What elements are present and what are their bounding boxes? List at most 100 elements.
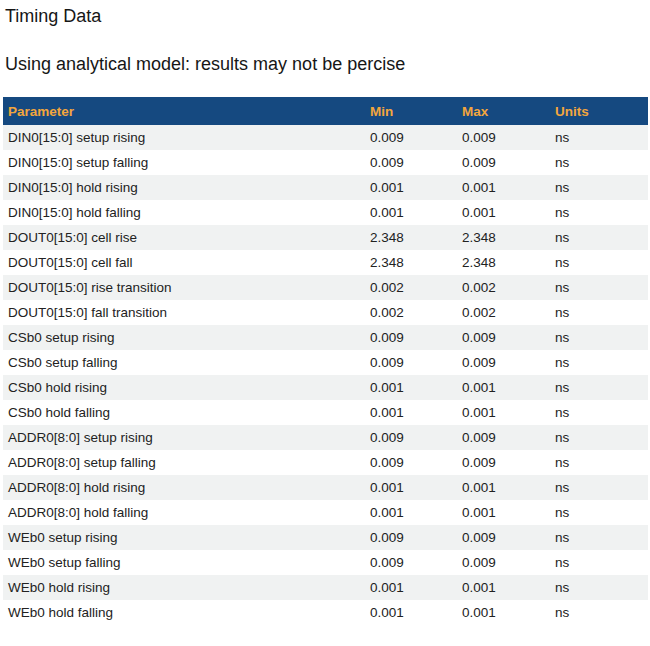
table-row: ADDR0[8:0] setup rising 0.009 0.009 ns bbox=[3, 425, 648, 450]
parameter-cell: DIN0[15:0] hold rising bbox=[3, 175, 365, 200]
max-cell: 0.001 bbox=[457, 475, 550, 500]
column-header-max: Max bbox=[457, 97, 550, 125]
parameter-cell: CSb0 hold falling bbox=[3, 400, 365, 425]
parameter-cell: DOUT0[15:0] cell fall bbox=[3, 250, 365, 275]
table-row: CSb0 hold falling 0.001 0.001 ns bbox=[3, 400, 648, 425]
max-cell: 0.002 bbox=[457, 275, 550, 300]
units-cell: ns bbox=[550, 475, 648, 500]
max-cell: 0.009 bbox=[457, 525, 550, 550]
table-body: DIN0[15:0] setup rising 0.009 0.009 ns D… bbox=[3, 125, 648, 625]
units-cell: ns bbox=[550, 600, 648, 625]
max-cell: 0.002 bbox=[457, 300, 550, 325]
table-row: WEb0 setup falling 0.009 0.009 ns bbox=[3, 550, 648, 575]
min-cell: 0.009 bbox=[365, 125, 457, 150]
table-row: DIN0[15:0] setup rising 0.009 0.009 ns bbox=[3, 125, 648, 150]
units-cell: ns bbox=[550, 350, 648, 375]
parameter-cell: WEb0 setup rising bbox=[3, 525, 365, 550]
table-row: WEb0 hold rising 0.001 0.001 ns bbox=[3, 575, 648, 600]
parameter-cell: ADDR0[8:0] setup rising bbox=[3, 425, 365, 450]
min-cell: 0.009 bbox=[365, 150, 457, 175]
units-cell: ns bbox=[550, 500, 648, 525]
table-row: WEb0 setup rising 0.009 0.009 ns bbox=[3, 525, 648, 550]
parameter-cell: DOUT0[15:0] fall transition bbox=[3, 300, 365, 325]
min-cell: 2.348 bbox=[365, 250, 457, 275]
max-cell: 0.001 bbox=[457, 400, 550, 425]
table-row: ADDR0[8:0] hold rising 0.001 0.001 ns bbox=[3, 475, 648, 500]
table-row: DOUT0[15:0] cell fall 2.348 2.348 ns bbox=[3, 250, 648, 275]
table-row: DOUT0[15:0] rise transition 0.002 0.002 … bbox=[3, 275, 648, 300]
units-cell: ns bbox=[550, 450, 648, 475]
min-cell: 0.002 bbox=[365, 300, 457, 325]
max-cell: 0.009 bbox=[457, 350, 550, 375]
min-cell: 0.009 bbox=[365, 450, 457, 475]
parameter-cell: CSb0 hold rising bbox=[3, 375, 365, 400]
parameter-cell: ADDR0[8:0] hold rising bbox=[3, 475, 365, 500]
min-cell: 0.009 bbox=[365, 550, 457, 575]
min-cell: 0.001 bbox=[365, 500, 457, 525]
min-cell: 0.001 bbox=[365, 375, 457, 400]
units-cell: ns bbox=[550, 375, 648, 400]
parameter-cell: DIN0[15:0] setup rising bbox=[3, 125, 365, 150]
parameter-cell: CSb0 setup falling bbox=[3, 350, 365, 375]
units-cell: ns bbox=[550, 400, 648, 425]
min-cell: 0.001 bbox=[365, 475, 457, 500]
units-cell: ns bbox=[550, 325, 648, 350]
units-cell: ns bbox=[550, 550, 648, 575]
timing-data-table: Parameter Min Max Units DIN0[15:0] setup… bbox=[3, 97, 648, 625]
max-cell: 2.348 bbox=[457, 225, 550, 250]
table-row: CSb0 setup falling 0.009 0.009 ns bbox=[3, 350, 648, 375]
units-cell: ns bbox=[550, 575, 648, 600]
table-row: DIN0[15:0] setup falling 0.009 0.009 ns bbox=[3, 150, 648, 175]
max-cell: 0.009 bbox=[457, 450, 550, 475]
max-cell: 0.009 bbox=[457, 125, 550, 150]
page-subtitle: Using analytical model: results may not … bbox=[5, 54, 650, 75]
units-cell: ns bbox=[550, 200, 648, 225]
units-cell: ns bbox=[550, 250, 648, 275]
min-cell: 2.348 bbox=[365, 225, 457, 250]
max-cell: 0.009 bbox=[457, 550, 550, 575]
min-cell: 0.002 bbox=[365, 275, 457, 300]
table-row: WEb0 hold falling 0.001 0.001 ns bbox=[3, 600, 648, 625]
table-row: DOUT0[15:0] cell rise 2.348 2.348 ns bbox=[3, 225, 648, 250]
parameter-cell: ADDR0[8:0] setup falling bbox=[3, 450, 365, 475]
table-row: ADDR0[8:0] hold falling 0.001 0.001 ns bbox=[3, 500, 648, 525]
parameter-cell: WEb0 setup falling bbox=[3, 550, 365, 575]
min-cell: 0.001 bbox=[365, 400, 457, 425]
units-cell: ns bbox=[550, 125, 648, 150]
units-cell: ns bbox=[550, 150, 648, 175]
units-cell: ns bbox=[550, 175, 648, 200]
parameter-cell: DOUT0[15:0] rise transition bbox=[3, 275, 365, 300]
max-cell: 0.001 bbox=[457, 500, 550, 525]
max-cell: 0.001 bbox=[457, 375, 550, 400]
table-row: CSb0 setup rising 0.009 0.009 ns bbox=[3, 325, 648, 350]
parameter-cell: DIN0[15:0] hold falling bbox=[3, 200, 365, 225]
max-cell: 0.009 bbox=[457, 325, 550, 350]
column-header-units: Units bbox=[550, 97, 648, 125]
parameter-cell: CSb0 setup rising bbox=[3, 325, 365, 350]
min-cell: 0.009 bbox=[365, 525, 457, 550]
max-cell: 0.001 bbox=[457, 200, 550, 225]
units-cell: ns bbox=[550, 300, 648, 325]
table-header-row: Parameter Min Max Units bbox=[3, 97, 648, 125]
table-row: CSb0 hold rising 0.001 0.001 ns bbox=[3, 375, 648, 400]
max-cell: 0.001 bbox=[457, 175, 550, 200]
max-cell: 2.348 bbox=[457, 250, 550, 275]
min-cell: 0.009 bbox=[365, 350, 457, 375]
min-cell: 0.009 bbox=[365, 425, 457, 450]
units-cell: ns bbox=[550, 275, 648, 300]
column-header-parameter: Parameter bbox=[3, 97, 365, 125]
page-title: Timing Data bbox=[5, 6, 650, 27]
max-cell: 0.009 bbox=[457, 150, 550, 175]
timing-report-page: Timing Data Using analytical model: resu… bbox=[0, 0, 650, 646]
table-row: DIN0[15:0] hold rising 0.001 0.001 ns bbox=[3, 175, 648, 200]
units-cell: ns bbox=[550, 225, 648, 250]
table-row: DOUT0[15:0] fall transition 0.002 0.002 … bbox=[3, 300, 648, 325]
min-cell: 0.001 bbox=[365, 575, 457, 600]
parameter-cell: DOUT0[15:0] cell rise bbox=[3, 225, 365, 250]
max-cell: 0.009 bbox=[457, 425, 550, 450]
min-cell: 0.001 bbox=[365, 175, 457, 200]
min-cell: 0.001 bbox=[365, 200, 457, 225]
parameter-cell: DIN0[15:0] setup falling bbox=[3, 150, 365, 175]
units-cell: ns bbox=[550, 425, 648, 450]
parameter-cell: WEb0 hold falling bbox=[3, 600, 365, 625]
